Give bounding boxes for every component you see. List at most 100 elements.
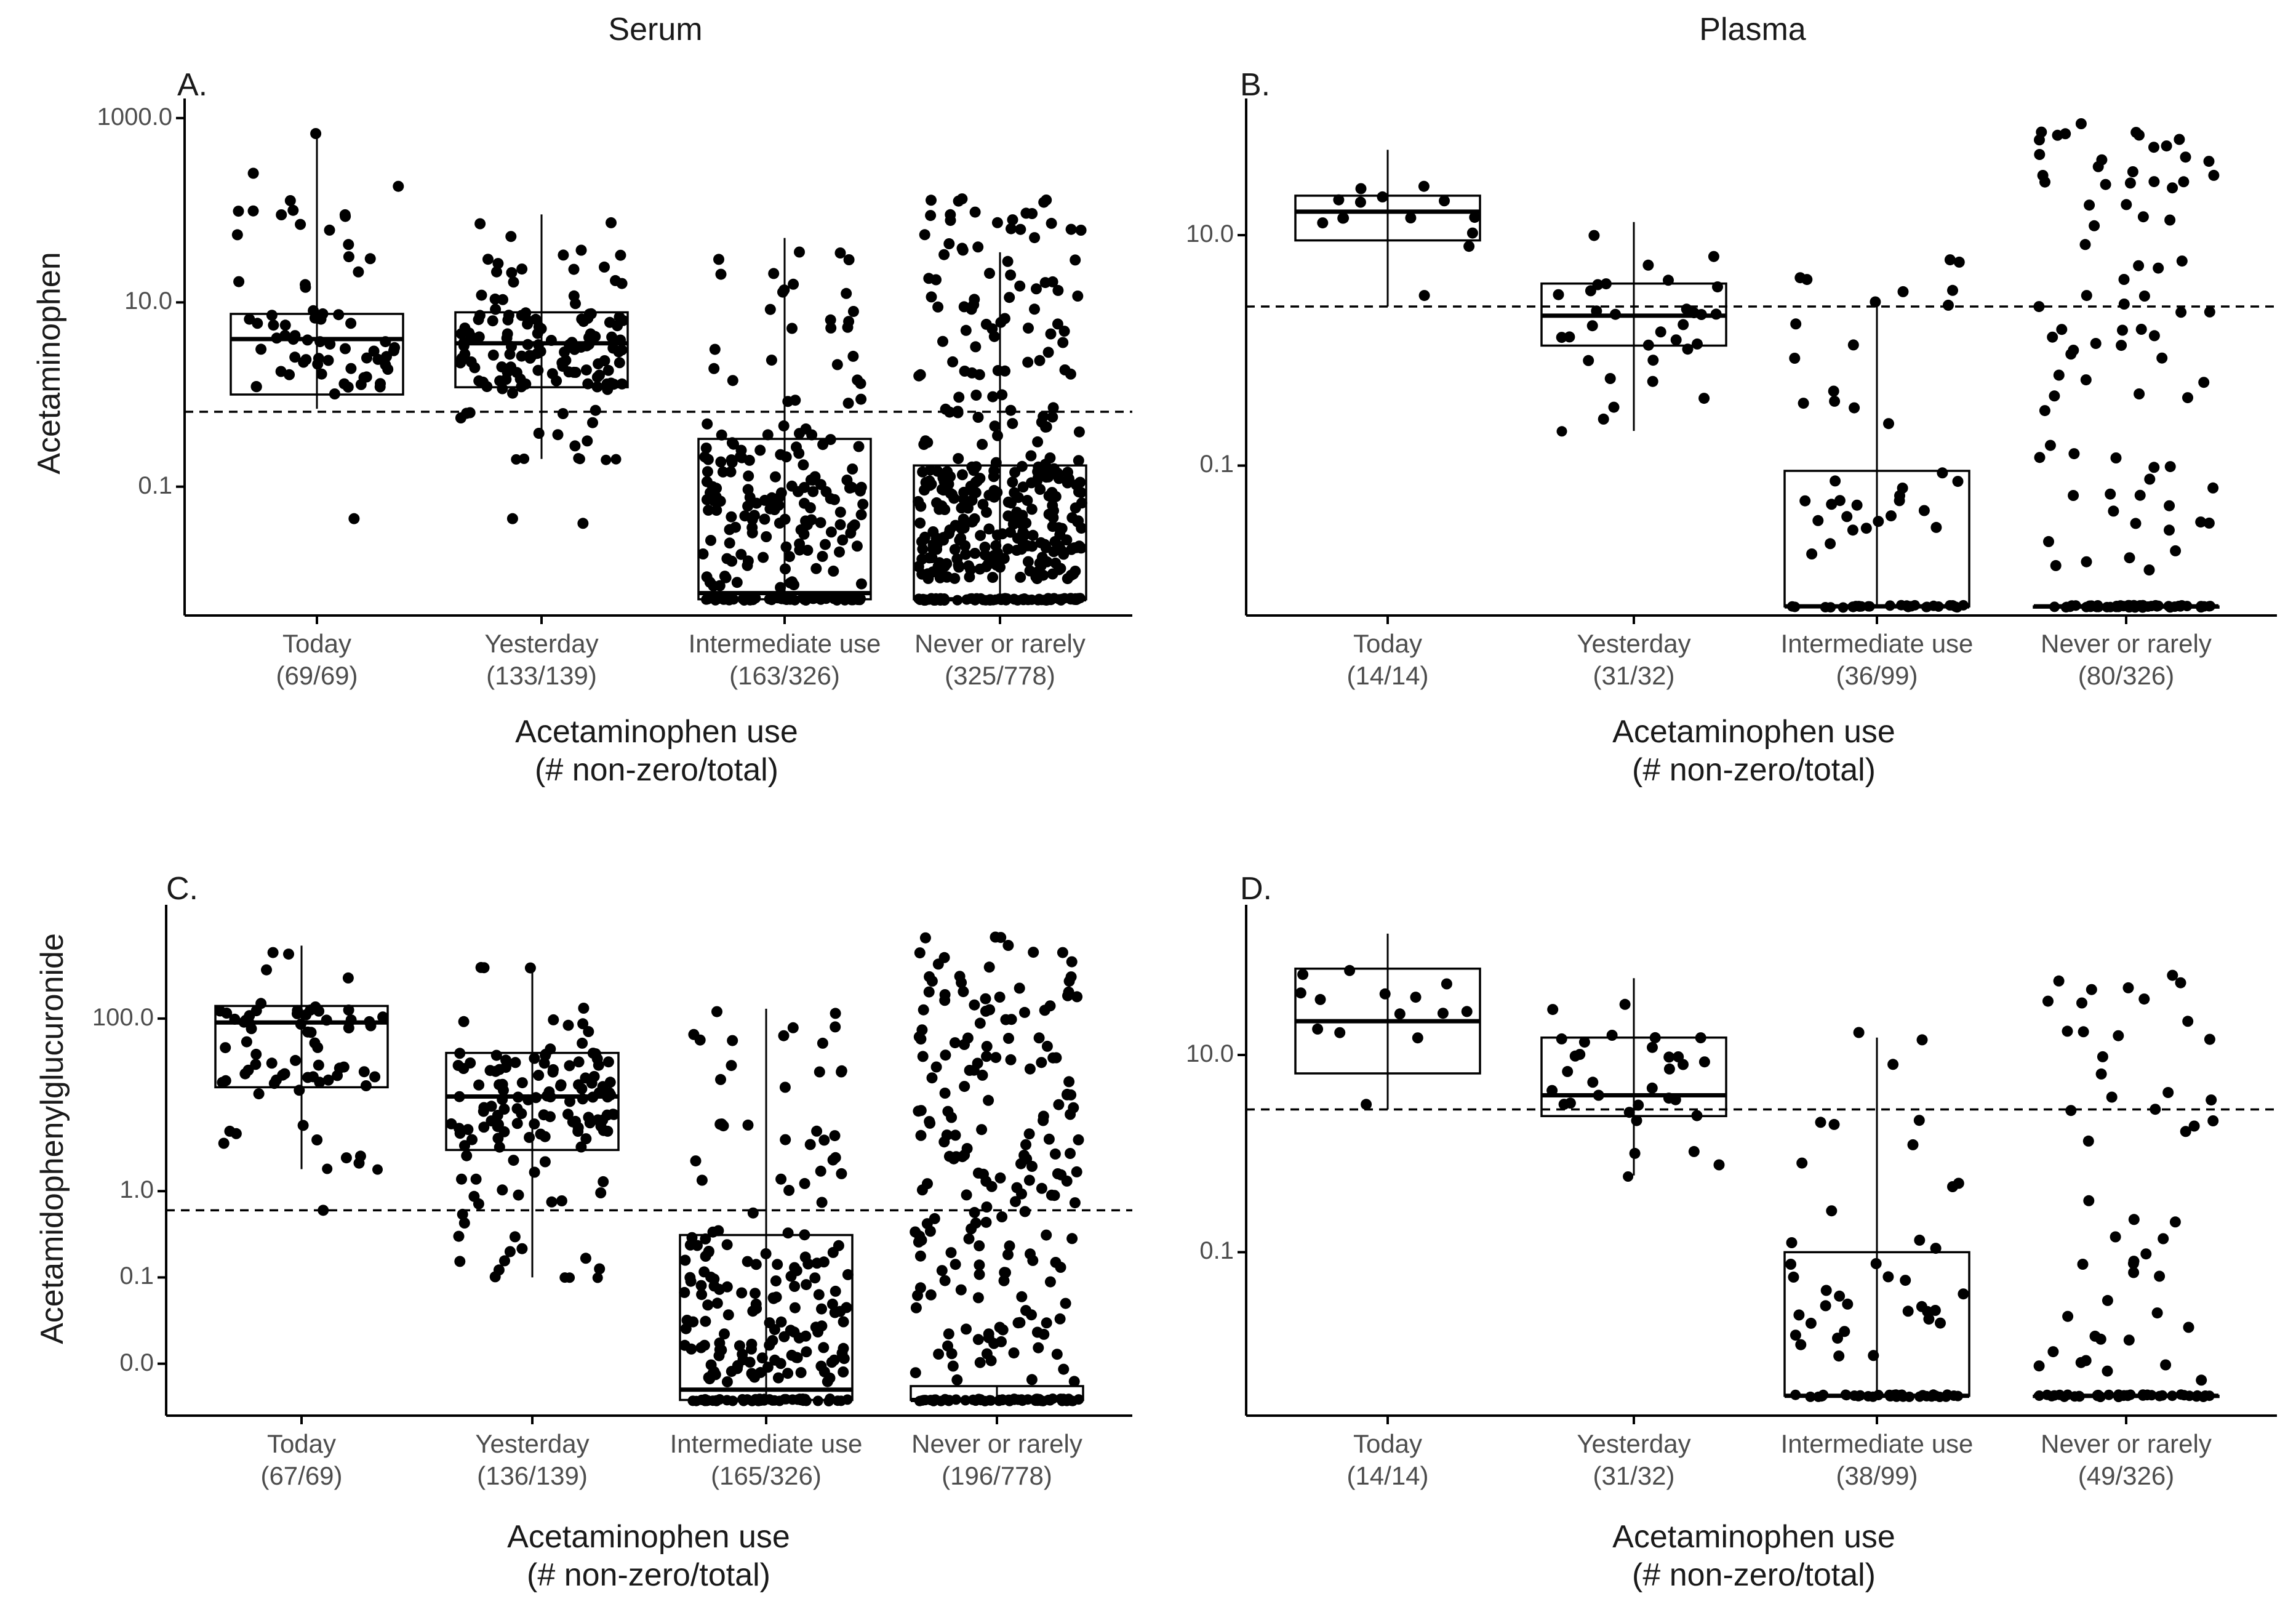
data-point bbox=[989, 420, 1001, 432]
data-point bbox=[1041, 1040, 1053, 1052]
data-point bbox=[1847, 339, 1859, 351]
data-point bbox=[591, 381, 603, 393]
data-point bbox=[242, 1064, 254, 1076]
data-point bbox=[800, 515, 811, 527]
data-point bbox=[1314, 993, 1326, 1005]
data-point bbox=[952, 407, 964, 419]
data-point bbox=[2148, 176, 2160, 188]
data-point bbox=[1053, 473, 1065, 484]
data-point-zero bbox=[2122, 1390, 2134, 1401]
data-point bbox=[1670, 1094, 1681, 1105]
data-point bbox=[374, 381, 386, 393]
data-point bbox=[988, 550, 1000, 561]
data-point bbox=[1466, 227, 1478, 239]
data-point bbox=[1361, 1099, 1372, 1110]
data-point bbox=[1020, 1139, 1031, 1150]
data-point bbox=[923, 273, 935, 284]
data-point bbox=[958, 986, 969, 998]
data-point bbox=[1065, 1148, 1076, 1159]
data-point bbox=[2068, 345, 2079, 356]
data-point bbox=[1410, 992, 1422, 1003]
data-point bbox=[702, 1299, 714, 1311]
data-point bbox=[1713, 1159, 1725, 1171]
data-point bbox=[791, 1352, 803, 1363]
data-point bbox=[980, 993, 991, 1004]
data-point bbox=[590, 331, 601, 342]
data-point bbox=[594, 1263, 606, 1275]
data-point bbox=[568, 263, 580, 275]
data-point bbox=[802, 545, 814, 556]
data-point bbox=[1944, 254, 1956, 266]
data-point bbox=[1847, 524, 1858, 536]
data-point bbox=[1040, 462, 1052, 474]
data-point bbox=[767, 1335, 778, 1346]
data-point bbox=[817, 551, 828, 562]
data-point bbox=[1012, 1317, 1024, 1329]
data-point bbox=[345, 363, 357, 374]
data-point bbox=[970, 390, 982, 401]
data-point bbox=[961, 1323, 972, 1335]
data-point bbox=[343, 1004, 354, 1016]
data-point bbox=[770, 1275, 782, 1287]
data-point bbox=[2148, 142, 2159, 153]
data-point bbox=[1600, 278, 1612, 290]
data-point bbox=[1002, 255, 1014, 267]
data-point bbox=[2128, 1214, 2140, 1225]
data-point bbox=[1907, 1139, 1919, 1150]
data-point bbox=[804, 1139, 816, 1150]
category-name: Intermediate use bbox=[1780, 629, 1974, 658]
data-point bbox=[2039, 176, 2050, 188]
data-point bbox=[1065, 223, 1077, 235]
data-point bbox=[1024, 1063, 1036, 1075]
data-point bbox=[954, 534, 966, 546]
data-point bbox=[339, 209, 351, 220]
data-point bbox=[1842, 1298, 1854, 1310]
data-point bbox=[332, 1070, 343, 1081]
data-point bbox=[1670, 334, 1682, 346]
data-point bbox=[1556, 1033, 1567, 1045]
data-point bbox=[2043, 535, 2054, 547]
data-point bbox=[830, 1285, 841, 1297]
data-point bbox=[1047, 411, 1058, 423]
data-point bbox=[313, 353, 324, 364]
data-point bbox=[2102, 1365, 2113, 1377]
data-point bbox=[454, 1256, 466, 1267]
data-point bbox=[1937, 467, 1948, 479]
data-point bbox=[314, 336, 326, 348]
data-point-zero bbox=[1072, 594, 1083, 605]
data-point bbox=[562, 1109, 574, 1120]
data-point bbox=[985, 1355, 997, 1366]
data-point-zero bbox=[815, 594, 826, 605]
data-point bbox=[1673, 1051, 1684, 1062]
data-point bbox=[253, 1088, 265, 1100]
data-point bbox=[297, 1120, 309, 1131]
data-point bbox=[961, 1189, 972, 1201]
data-point bbox=[354, 1150, 366, 1162]
data-point bbox=[2086, 984, 2097, 995]
data-point bbox=[2164, 214, 2176, 226]
data-point bbox=[1826, 499, 1838, 510]
data-point bbox=[1023, 1174, 1035, 1186]
data-point bbox=[1029, 303, 1040, 315]
data-point-zero bbox=[2034, 1390, 2045, 1401]
data-point bbox=[937, 472, 949, 484]
data-point bbox=[789, 1262, 801, 1273]
data-point bbox=[1394, 1008, 1406, 1020]
data-point bbox=[2151, 1307, 2163, 1319]
data-point bbox=[1820, 1300, 1831, 1312]
data-point-zero bbox=[1055, 1393, 1066, 1405]
data-point bbox=[1017, 481, 1029, 493]
data-point bbox=[814, 1066, 825, 1078]
category-count: (325/778) bbox=[945, 661, 1055, 690]
data-point bbox=[959, 1149, 970, 1161]
data-point bbox=[977, 1069, 988, 1081]
data-point bbox=[1076, 497, 1087, 509]
data-point bbox=[247, 167, 259, 179]
data-point bbox=[714, 495, 726, 507]
data-point-zero bbox=[701, 1395, 712, 1406]
data-point bbox=[825, 526, 837, 538]
data-point bbox=[1642, 259, 1654, 271]
data-point bbox=[926, 1072, 938, 1084]
data-point bbox=[1063, 1076, 1075, 1088]
data-point bbox=[992, 365, 1004, 376]
